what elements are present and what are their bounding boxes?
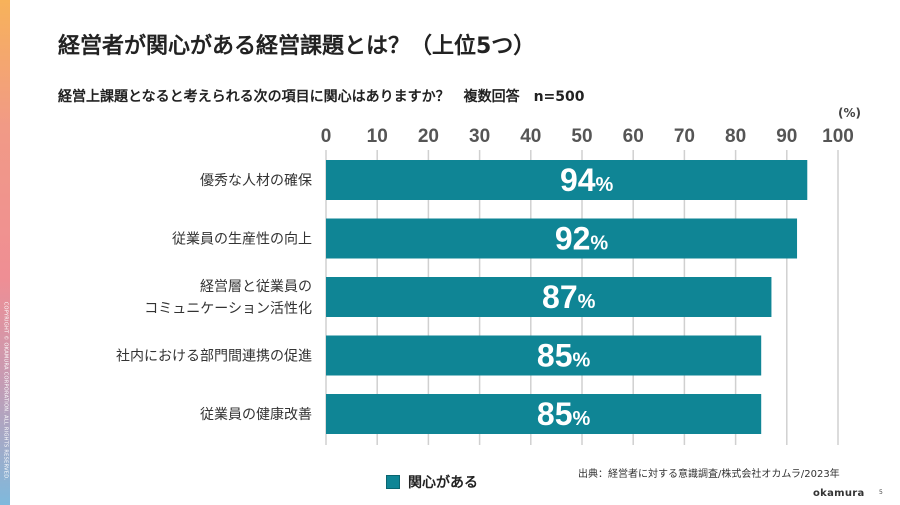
bar: [326, 277, 772, 317]
x-tick-label: 100: [822, 126, 854, 147]
x-tick-label: 80: [725, 126, 746, 147]
category-label: 社内における部門間連携の促進: [116, 349, 312, 365]
source-note: 出典：経営者に対する意識調査/株式会社オカムラ/2023年: [578, 469, 840, 480]
x-tick-label: 20: [418, 126, 439, 147]
legend-label: 関心がある: [408, 475, 478, 491]
category-label: 従業員の健康改善: [200, 406, 312, 423]
data-label: 85%: [537, 338, 591, 374]
bar: [326, 160, 808, 200]
x-tick-label: 40: [520, 126, 541, 147]
legend: 関心がある: [386, 472, 478, 492]
page-title: 経営者が関心がある経営課題とは？（上位5つ）: [58, 34, 536, 59]
x-tick-label: 60: [623, 126, 644, 147]
bar: [326, 335, 762, 376]
category-label: 経営層と従業員の: [200, 279, 312, 295]
x-tick-label: 30: [469, 126, 490, 147]
data-label: 87%: [542, 279, 596, 315]
okamura-logo: okamura: [813, 488, 865, 499]
x-tick-label: 10: [367, 126, 388, 147]
bar: [326, 218, 798, 259]
x-tick-label: 50: [571, 126, 592, 147]
decorative-gradient-strip: COPYRIGHT © OKAMURA CORPORATION. ALL RIG…: [0, 0, 10, 505]
category-label: コミュニケーション活性化: [144, 301, 312, 317]
x-tick-label: 0: [321, 126, 332, 147]
category-label: 従業員の生産性の向上: [172, 232, 312, 248]
x-tick-label: 90: [776, 126, 797, 147]
data-label: 85%: [537, 396, 591, 432]
page-number: 5: [879, 489, 883, 496]
survey-question: 経営上課題となると考えられる次の項目に関心はありますか？ 複数回答 n=500: [58, 89, 585, 105]
data-label: 92%: [555, 221, 609, 257]
legend-swatch: [386, 475, 400, 489]
bar: [326, 394, 762, 434]
category-label: 優秀な人材の確保: [200, 173, 312, 189]
data-label: 94%: [560, 162, 614, 198]
x-tick-label: 70: [674, 126, 695, 147]
axis-unit-label: (%): [838, 106, 861, 120]
